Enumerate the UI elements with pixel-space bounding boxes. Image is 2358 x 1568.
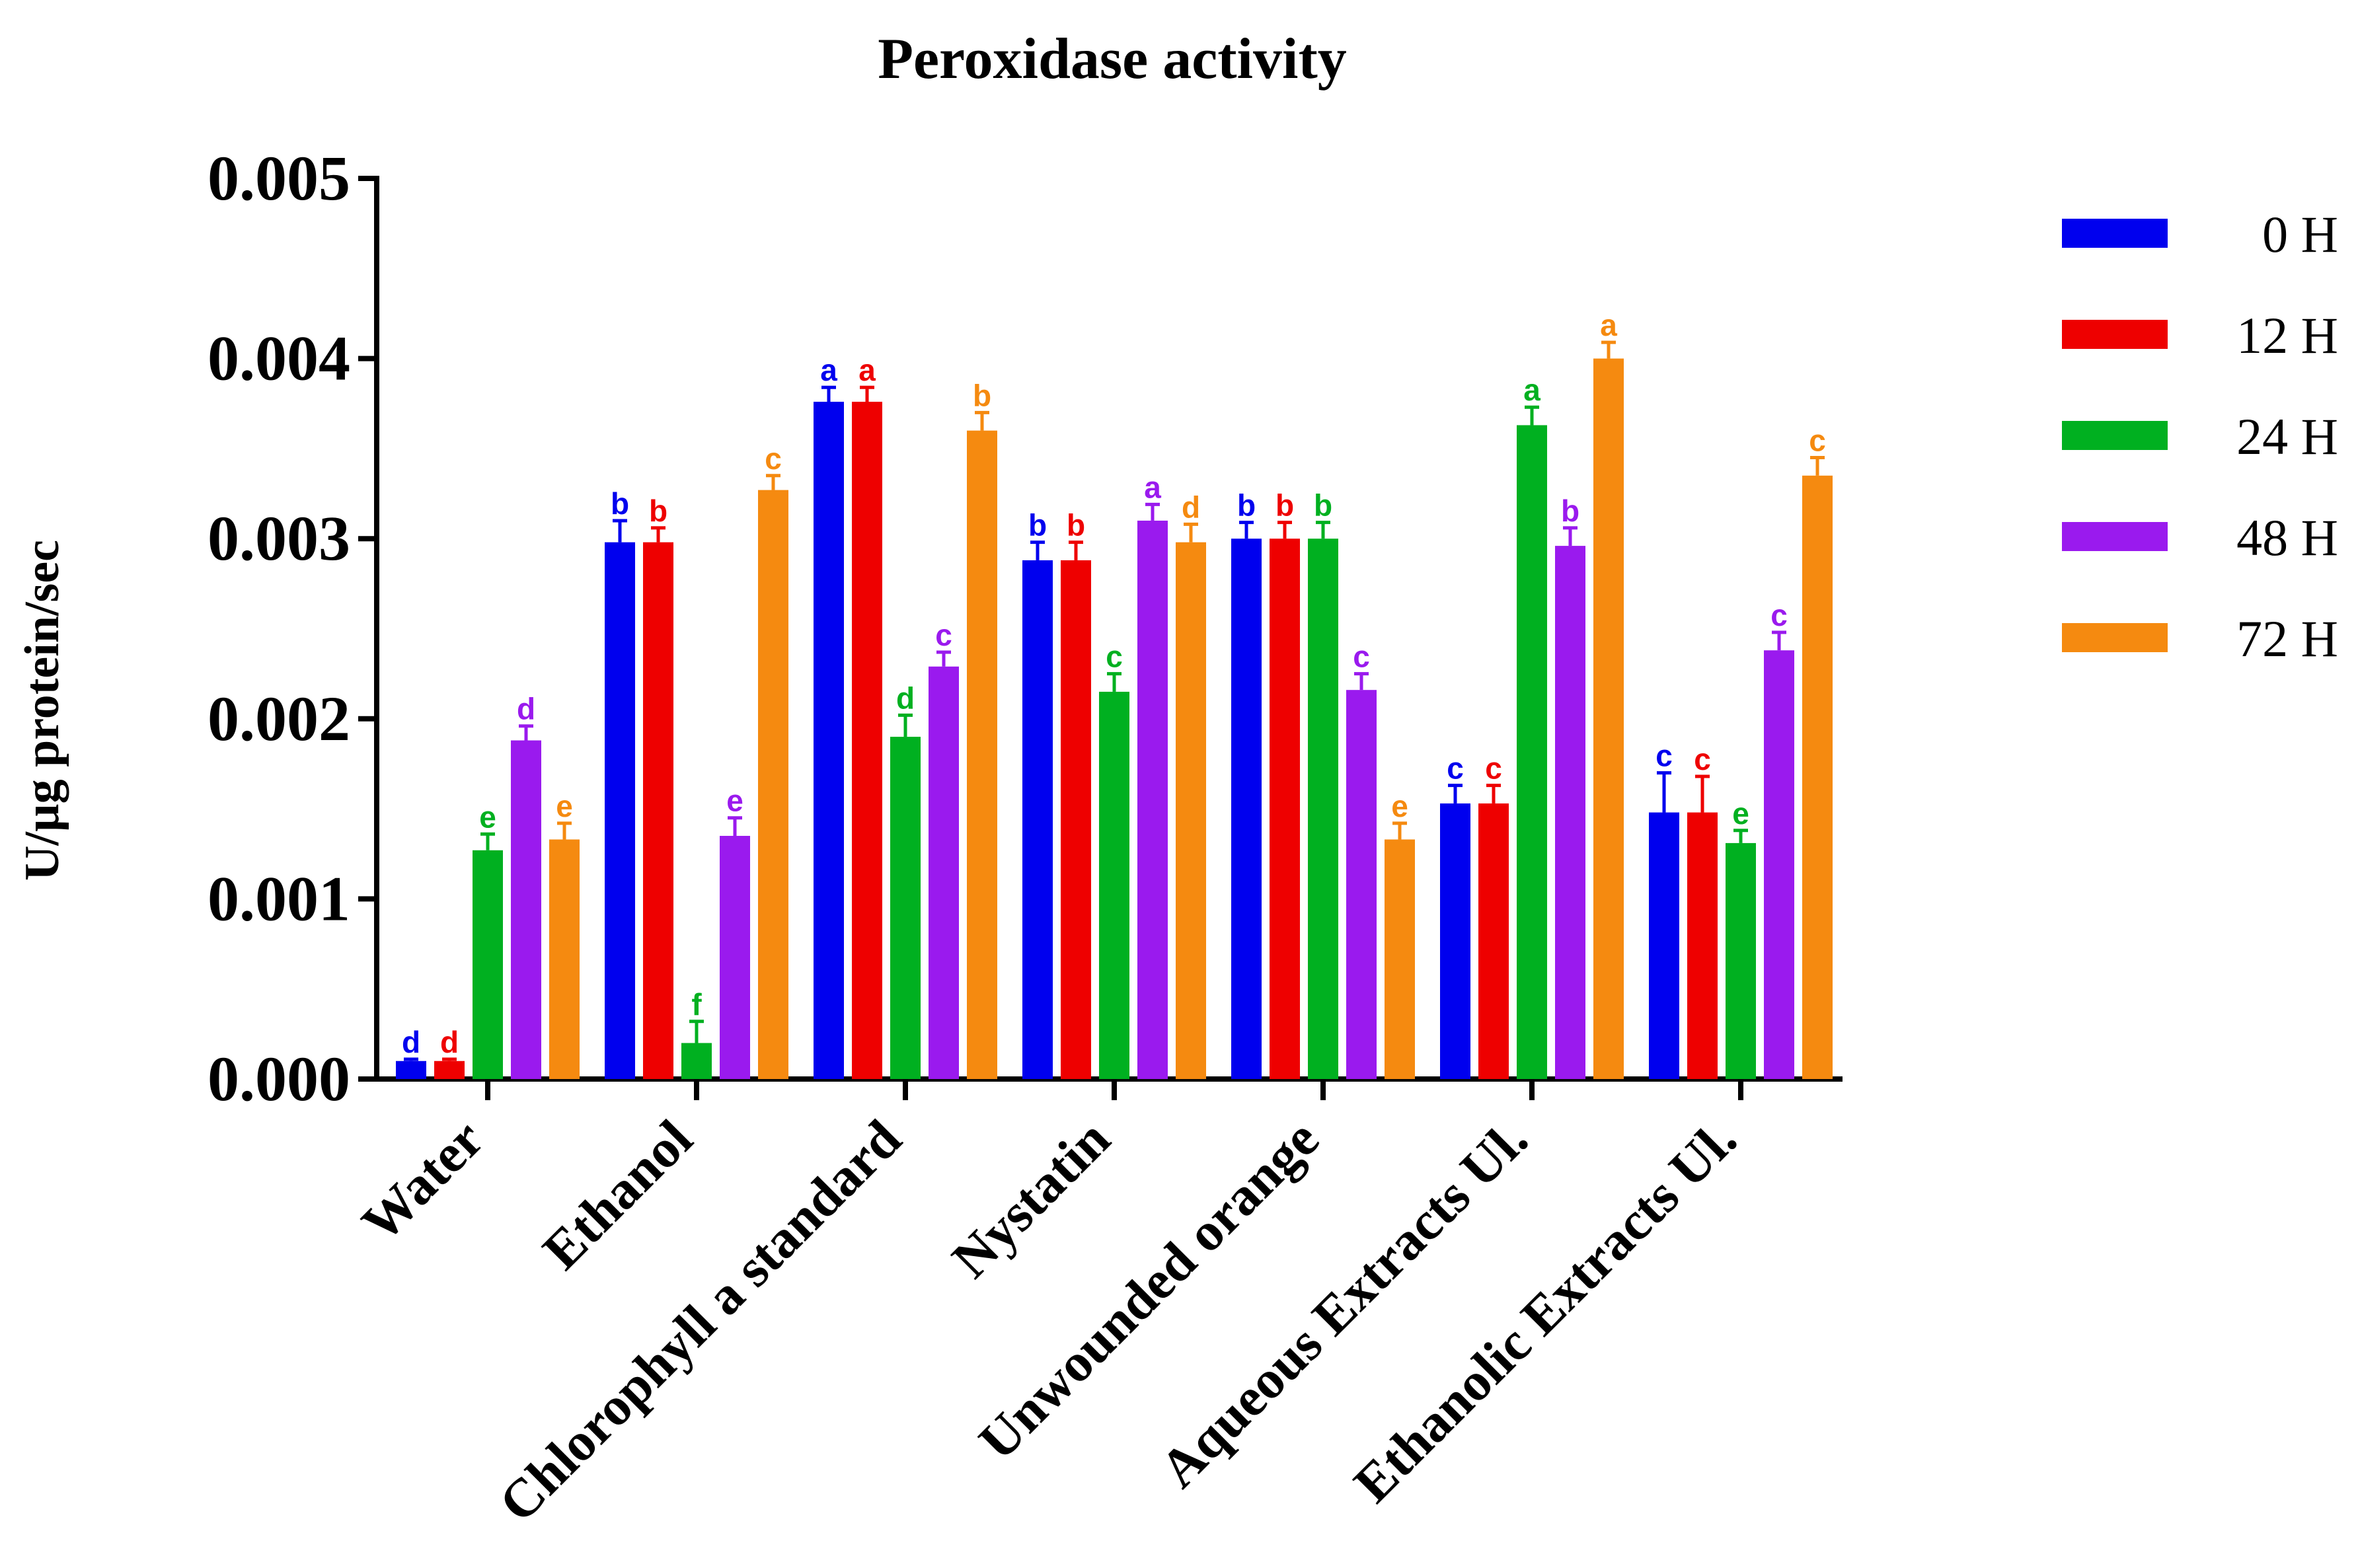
- significance-letter: e: [1732, 796, 1749, 831]
- significance-letter: b: [1561, 494, 1579, 528]
- bar: [1726, 842, 1756, 1079]
- significance-letter: e: [1391, 789, 1408, 823]
- bar: [681, 1043, 712, 1079]
- y-tick-label: 0.004: [208, 323, 350, 394]
- significance-letter: c: [765, 441, 782, 476]
- x-tick-label: Chlorophyll a standard: [487, 1108, 912, 1533]
- significance-letter: d: [517, 692, 535, 726]
- x-tick-label: Water: [350, 1108, 495, 1253]
- significance-letter: c: [1485, 751, 1502, 786]
- bar: [1764, 650, 1794, 1079]
- bar: [511, 740, 541, 1079]
- bar: [1649, 812, 1679, 1079]
- legend-swatch: [2062, 320, 2168, 349]
- significance-letter: c: [1353, 640, 1370, 674]
- significance-letter: b: [1067, 508, 1085, 542]
- significance-letter: a: [1144, 470, 1161, 504]
- bar: [929, 666, 959, 1079]
- significance-letter: d: [896, 681, 915, 715]
- bar: [605, 542, 635, 1079]
- legend-swatch: [2062, 421, 2168, 450]
- significance-letter: c: [1770, 598, 1788, 632]
- bar: [1802, 475, 1833, 1079]
- significance-letter: c: [935, 618, 952, 652]
- bar: [1517, 425, 1547, 1079]
- significance-letter: e: [556, 789, 573, 823]
- bar: [720, 835, 750, 1079]
- significance-letter: c: [1809, 424, 1826, 458]
- significance-letter: b: [1275, 488, 1294, 523]
- legend-label: 24 H: [2236, 408, 2338, 465]
- bar: [1137, 520, 1168, 1079]
- significance-letter: d: [1182, 490, 1200, 524]
- x-tick-label: Ethanol: [531, 1108, 704, 1281]
- x-tick-label: Nystatin: [940, 1108, 1122, 1289]
- significance-letter: b: [649, 494, 667, 528]
- bar: [1440, 803, 1470, 1079]
- y-tick-label: 0.001: [208, 863, 350, 934]
- bar: [758, 490, 788, 1079]
- legend-swatch: [2062, 522, 2168, 551]
- significance-letter: d: [440, 1025, 459, 1059]
- significance-letter: b: [1028, 508, 1047, 542]
- significance-letter: c: [1655, 739, 1673, 773]
- bar: [852, 402, 882, 1080]
- significance-letter: e: [726, 784, 743, 818]
- legend-swatch: [2062, 219, 2168, 248]
- significance-letter: b: [611, 486, 629, 521]
- bar: [1061, 560, 1091, 1079]
- significance-letter: a: [820, 353, 837, 387]
- significance-letter: e: [479, 800, 496, 834]
- legend-label: 72 H: [2236, 610, 2338, 667]
- y-tick-label: 0.002: [208, 683, 350, 754]
- bar: [1478, 803, 1509, 1079]
- x-tick-label: Ethanolic Extracts Ul.: [1342, 1108, 1748, 1514]
- significance-letter: c: [1694, 742, 1711, 776]
- bar: [1385, 839, 1415, 1079]
- bar: [1593, 358, 1624, 1079]
- bar: [1176, 542, 1206, 1079]
- significance-letter: a: [1523, 373, 1540, 407]
- bar: [1022, 560, 1053, 1079]
- y-tick-label: 0.000: [208, 1043, 350, 1114]
- y-axis-label: U/µg protein/sec: [15, 540, 69, 881]
- bar: [814, 402, 844, 1080]
- bar: [1346, 690, 1377, 1079]
- bar: [473, 850, 503, 1079]
- significance-letter: f: [691, 987, 702, 1022]
- legend-label: 12 H: [2236, 307, 2338, 364]
- legend-label: 48 H: [2236, 509, 2338, 566]
- significance-letter: b: [1314, 488, 1332, 523]
- significance-letter: b: [1237, 488, 1256, 523]
- significance-letter: d: [402, 1025, 420, 1059]
- significance-letter: b: [973, 378, 991, 412]
- bar: [890, 737, 921, 1079]
- significance-letter: c: [1447, 751, 1464, 786]
- bar: [1270, 539, 1300, 1079]
- y-tick-label: 0.003: [208, 503, 350, 574]
- bar: [967, 430, 997, 1079]
- legend-label: 0 H: [2262, 205, 2338, 263]
- significance-letter: a: [858, 353, 876, 387]
- y-tick-label: 0.005: [208, 143, 350, 213]
- bar: [549, 839, 580, 1079]
- chart-title: Peroxidase activity: [878, 27, 1347, 91]
- bar: [1308, 539, 1338, 1079]
- bar: [434, 1061, 465, 1079]
- bar: [396, 1061, 426, 1079]
- x-tick-label: Aqueous Extracts Ul.: [1149, 1108, 1539, 1499]
- legend: 0 H 12 H 24 H 48 H 72 H: [2062, 205, 2338, 667]
- x-tick-label: Unwounded orange: [967, 1108, 1330, 1471]
- legend-swatch: [2062, 623, 2168, 652]
- bar: [1231, 539, 1262, 1079]
- bar: [643, 542, 673, 1079]
- bar: [1555, 546, 1585, 1079]
- bar: [1099, 691, 1129, 1079]
- bar: [1687, 812, 1718, 1079]
- significance-letter: c: [1106, 640, 1123, 674]
- significance-letter: a: [1600, 308, 1617, 342]
